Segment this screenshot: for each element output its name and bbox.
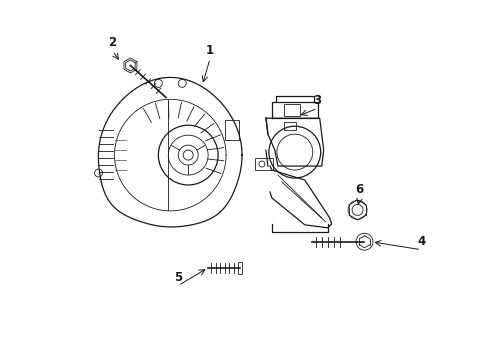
Text: 3: 3 bbox=[313, 94, 321, 107]
Bar bbox=[283, 104, 299, 116]
Bar bbox=[224, 120, 239, 140]
Text: 1: 1 bbox=[205, 44, 214, 57]
Text: 4: 4 bbox=[416, 235, 425, 248]
Text: 2: 2 bbox=[108, 36, 116, 49]
Bar bbox=[238, 262, 242, 274]
Bar bbox=[254, 158, 272, 170]
Text: 5: 5 bbox=[174, 271, 182, 284]
Bar bbox=[283, 122, 295, 130]
Text: 6: 6 bbox=[355, 184, 363, 197]
